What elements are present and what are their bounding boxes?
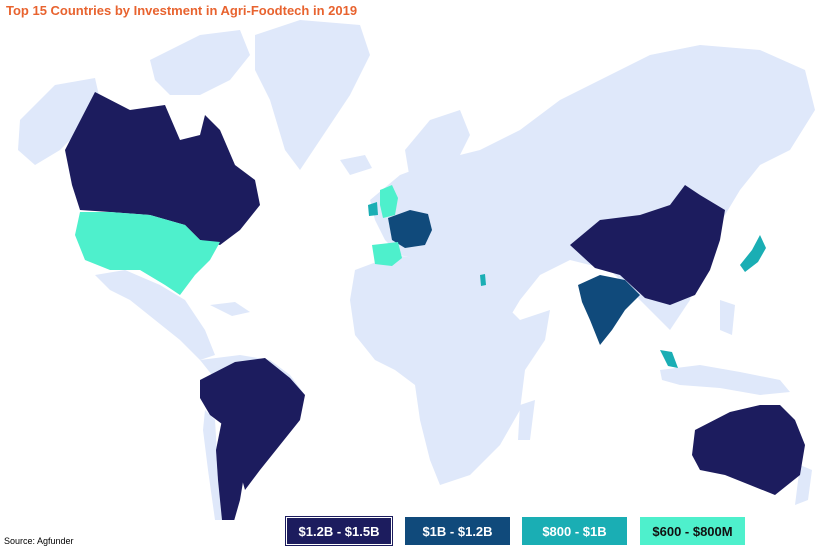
- india-shape: [578, 275, 640, 345]
- philippines-shape: [720, 300, 735, 335]
- mexico-shape: [95, 270, 215, 360]
- source-note: Source: Agfunder: [4, 536, 74, 546]
- brazil-shape: [200, 358, 305, 490]
- legend-tier-4: $600 - $800M: [640, 517, 745, 545]
- arctic-islands-shape: [150, 30, 250, 95]
- chile-shape: [203, 410, 222, 520]
- madagascar-shape: [518, 400, 535, 440]
- tier-1-countries: [65, 92, 805, 520]
- iceland-shape: [340, 155, 372, 175]
- spain-shape: [372, 242, 402, 266]
- china-shape: [570, 185, 725, 305]
- tier-3-countries: [368, 202, 766, 368]
- indonesia-shape: [660, 365, 790, 395]
- caribbean-shape: [210, 302, 250, 316]
- canada-shape: [65, 92, 260, 245]
- japan-shape: [740, 235, 766, 272]
- israel-shape: [480, 274, 486, 286]
- ireland-shape: [368, 202, 378, 216]
- tier-2-countries: [388, 210, 640, 345]
- landmass-layer: [18, 20, 815, 520]
- france-shape: [388, 210, 432, 248]
- argentina-shape: [216, 420, 245, 520]
- uk-shape: [380, 185, 398, 218]
- usa-shape: [75, 212, 220, 295]
- legend-tier-1: $1.2B - $1.5B: [285, 516, 393, 546]
- scandinavia-shape: [405, 110, 470, 185]
- alaska-shape: [18, 78, 100, 165]
- legend-tier-3: $800 - $1B: [522, 517, 627, 545]
- greenland-shape: [255, 20, 370, 170]
- tier-4-countries: [75, 185, 402, 295]
- map-title: Top 15 Countries by Investment in Agri-F…: [6, 3, 358, 18]
- world-map: [18, 20, 815, 520]
- eurasia-shape: [370, 45, 815, 330]
- africa-shape: [350, 255, 550, 485]
- malaysia-shape: [660, 350, 678, 368]
- legend-tier-2: $1B - $1.2B: [405, 517, 510, 545]
- australia-shape: [692, 405, 805, 495]
